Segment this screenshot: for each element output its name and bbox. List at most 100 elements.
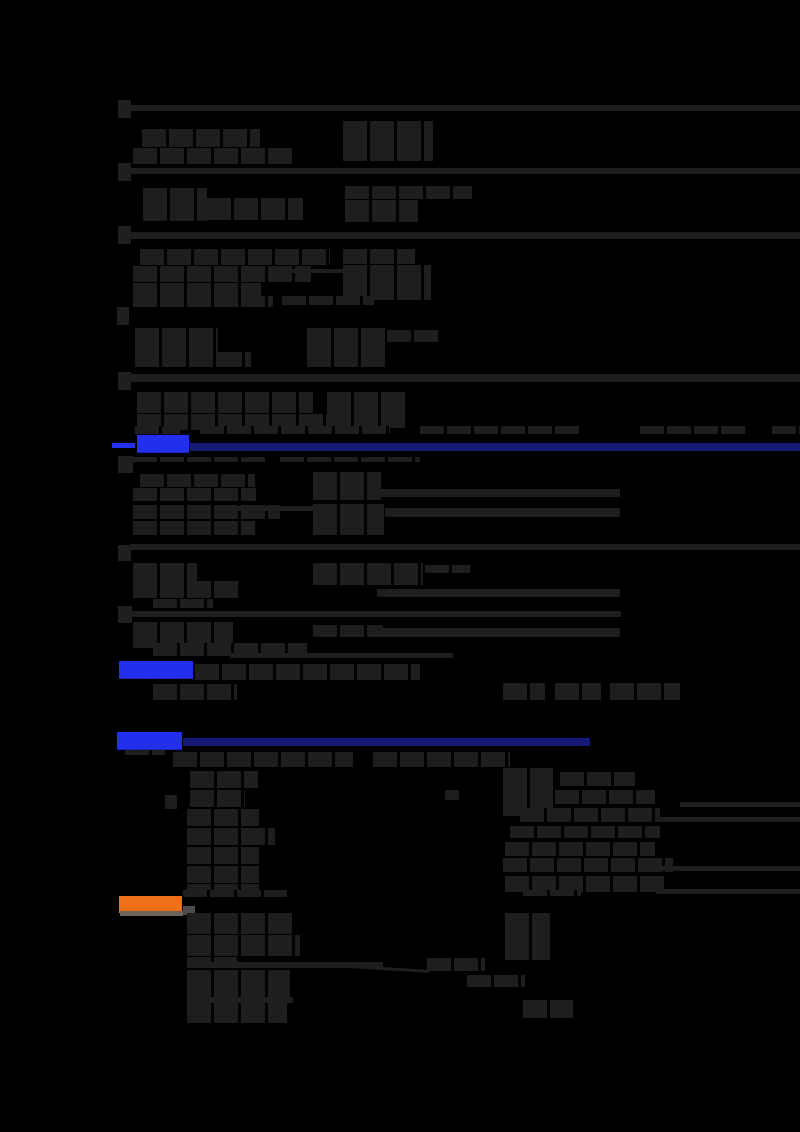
- rule-line: [130, 374, 800, 382]
- text-block: [467, 975, 525, 987]
- accent-fragment: [183, 906, 195, 915]
- table-heading-blue: ███████: [117, 732, 182, 750]
- text-block: [505, 913, 550, 960]
- text-block: [420, 426, 580, 434]
- rule-line: [383, 628, 620, 637]
- text-block: [313, 504, 384, 535]
- text-block: [313, 625, 383, 637]
- text-block: [183, 890, 287, 897]
- rule-line: [187, 962, 383, 968]
- rule-line: [130, 544, 800, 550]
- text-block: [282, 296, 374, 305]
- section-marker: [117, 307, 129, 325]
- text-block: [187, 1003, 287, 1023]
- text-block: [140, 474, 255, 487]
- rule-line: [230, 506, 313, 511]
- text-block: [523, 890, 581, 896]
- text-block: [190, 771, 258, 788]
- text-block: [505, 876, 665, 892]
- divider-heading-blue: ██████: [137, 435, 189, 453]
- text-block: [313, 472, 381, 500]
- text-block: [140, 249, 330, 265]
- text-block: [133, 266, 311, 282]
- text-block: [125, 750, 165, 755]
- rule-line: [658, 817, 800, 822]
- text-block: [133, 148, 295, 164]
- text-block: [187, 970, 290, 999]
- text-block: [187, 866, 259, 883]
- rule-line: [288, 269, 343, 273]
- text-block: [520, 808, 660, 822]
- section-marker: [118, 456, 133, 473]
- rule-line: [130, 232, 800, 239]
- text-block: [427, 958, 485, 971]
- text-block: [387, 330, 440, 342]
- text-block: [133, 521, 255, 535]
- rule-line: [187, 997, 293, 1003]
- text-block: [135, 426, 180, 434]
- text-block: [200, 426, 390, 434]
- text-block: [188, 1017, 198, 1023]
- text-block: [510, 826, 660, 838]
- text-block: [133, 296, 273, 307]
- text-block: [142, 129, 260, 147]
- text-block: [343, 121, 433, 161]
- text-block: [555, 790, 655, 804]
- section-marker: [118, 163, 131, 181]
- rule-line: [130, 168, 800, 174]
- text-block: [173, 752, 353, 767]
- text-block: [187, 913, 293, 934]
- section-marker: [118, 226, 131, 244]
- text-block: [133, 457, 266, 462]
- text-block: [133, 581, 240, 598]
- text-block: [307, 328, 387, 367]
- text-block: [153, 643, 307, 656]
- divider-line: [183, 738, 590, 746]
- text-block: [772, 426, 800, 434]
- rule-line: [656, 889, 800, 894]
- text-block: [137, 392, 313, 413]
- text-block: [207, 198, 303, 220]
- text-block: [345, 186, 472, 199]
- text-block: [187, 828, 275, 845]
- text-block: [153, 599, 213, 608]
- text-block: [503, 858, 673, 872]
- text-block: [165, 795, 177, 809]
- text-block: [135, 328, 218, 367]
- section-marker: [118, 545, 131, 561]
- text-block: [503, 683, 545, 700]
- rule-line: [377, 589, 620, 597]
- rule-line: [230, 653, 453, 658]
- text-block: [373, 752, 510, 767]
- rule-line: [131, 611, 621, 617]
- text-block: [505, 842, 655, 856]
- text-block: [560, 772, 635, 786]
- section-marker: [118, 372, 131, 390]
- rule-line: [680, 802, 800, 807]
- text-block: [187, 809, 259, 826]
- text-block: [133, 563, 197, 581]
- divider-line: [190, 443, 800, 451]
- text-block: [133, 488, 256, 501]
- text-block: [345, 200, 418, 222]
- text-block: [143, 188, 207, 221]
- rule-line: [377, 489, 620, 497]
- text-block: [640, 426, 745, 434]
- text-block: [555, 683, 601, 700]
- text-block: [218, 352, 251, 367]
- dash-mark: [112, 443, 135, 448]
- text-block: [343, 265, 431, 300]
- underline-accent: [120, 911, 183, 916]
- list-heading-blue: ████████: [119, 661, 193, 679]
- text-block: [313, 563, 423, 585]
- text-block: [445, 790, 459, 800]
- section-marker: [118, 606, 132, 623]
- text-block: [187, 935, 300, 956]
- rule-line: [385, 508, 620, 517]
- text-block: [610, 683, 680, 700]
- text-block: [523, 1000, 573, 1018]
- text-block: [133, 283, 261, 300]
- section-marker: [118, 100, 131, 118]
- text-block: [195, 664, 420, 680]
- text-block: [153, 684, 237, 700]
